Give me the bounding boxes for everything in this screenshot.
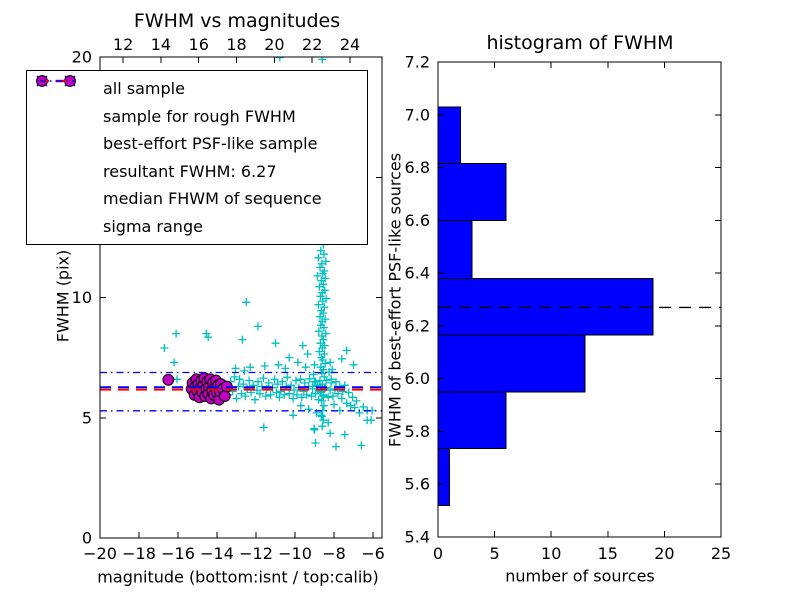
- svg-text:20: 20: [654, 544, 674, 563]
- left-plot-ticks: [99, 56, 382, 539]
- legend-item-label: sigma range: [103, 216, 203, 236]
- svg-text:7.0: 7.0: [405, 105, 430, 124]
- svg-text:6.8: 6.8: [405, 158, 430, 177]
- legend-item-resultant-fwhm-6-27: resultant FWHM: 6.27: [27, 79, 367, 184]
- svg-text:22: 22: [302, 35, 322, 54]
- right-plot-title: histogram of FWHM: [486, 32, 674, 54]
- svg-text:18: 18: [226, 35, 246, 54]
- legend-item-sigma-range: sigma range: [27, 80, 367, 239]
- right-plot-xlabel: number of sources: [505, 566, 655, 586]
- svg-text:−8: −8: [322, 544, 346, 563]
- svg-text:14: 14: [151, 35, 171, 54]
- left-plot-xlabel: magnitude (bottom:isnt / top:calib): [97, 567, 379, 587]
- svg-text:6.0: 6.0: [405, 369, 430, 388]
- left-plot-ylabel: FWHM (pix): [53, 249, 73, 343]
- legend-item-label: all sample: [103, 79, 185, 99]
- histogram-bars: [437, 106, 654, 506]
- svg-text:5.6: 5.6: [405, 475, 430, 494]
- svg-text:−14: −14: [200, 544, 234, 563]
- svg-text:15: 15: [598, 544, 618, 563]
- svg-text:10: 10: [72, 288, 92, 307]
- legend-item-label: resultant FWHM: 6.27: [103, 161, 277, 181]
- svg-text:−20: −20: [83, 544, 117, 563]
- legend-item-label: best-effort PSF-like sample: [103, 134, 318, 154]
- svg-text:−10: −10: [278, 544, 312, 563]
- svg-text:5.4: 5.4: [405, 528, 430, 547]
- legend-item-sample-for-rough-fwhm: sample for rough FWHM: [27, 75, 367, 129]
- svg-text:25: 25: [711, 544, 731, 563]
- svg-text:5: 5: [82, 408, 92, 427]
- svg-text:16: 16: [189, 35, 209, 54]
- svg-text:−18: −18: [122, 544, 156, 563]
- svg-text:5.8: 5.8: [405, 422, 430, 441]
- legend-box: all sample sample for rough FWHM best-effo…: [26, 70, 368, 245]
- svg-text:10: 10: [541, 544, 561, 563]
- svg-text:−12: −12: [239, 544, 273, 563]
- right-plot-ticks: [437, 61, 722, 538]
- svg-text:7.2: 7.2: [405, 53, 430, 72]
- legend-item-label: sample for rough FWHM: [103, 106, 296, 126]
- svg-text:0: 0: [82, 529, 92, 548]
- legend-item-median-fhwm-of-sequence: median FHWM of sequence: [27, 79, 367, 212]
- svg-text:−16: −16: [161, 544, 195, 563]
- right-plot: 0 5 10 15 20 25 5.4 5.6 5.8 6.0 6.2 6.4 6.6 6.8 7.0 7.2: [405, 53, 732, 564]
- svg-text:0: 0: [433, 544, 443, 563]
- svg-text:6.4: 6.4: [405, 264, 430, 283]
- svg-text:6.2: 6.2: [405, 316, 430, 335]
- svg-text:20: 20: [72, 48, 92, 67]
- svg-text:20: 20: [264, 35, 284, 54]
- svg-text:5: 5: [490, 544, 500, 563]
- left-plot-title: FWHM vs magnitudes: [133, 10, 341, 32]
- svg-text:12: 12: [113, 35, 133, 54]
- right-plot-ylabel: FWHM of best-effort PSF-like sources: [385, 152, 405, 448]
- svg-text:−6: −6: [361, 544, 385, 563]
- svg-text:6.6: 6.6: [405, 211, 430, 230]
- left-plot: −20−18−16−14−12−10−8−6051015201214161820…: [72, 35, 385, 563]
- legend-item-label: median FHWM of sequence: [103, 189, 322, 209]
- svg-text:24: 24: [340, 35, 360, 54]
- legend-item-best-effort-psf-like-sample: best-effort PSF-like sample: [27, 75, 367, 157]
- right-plot-spines: [437, 61, 722, 538]
